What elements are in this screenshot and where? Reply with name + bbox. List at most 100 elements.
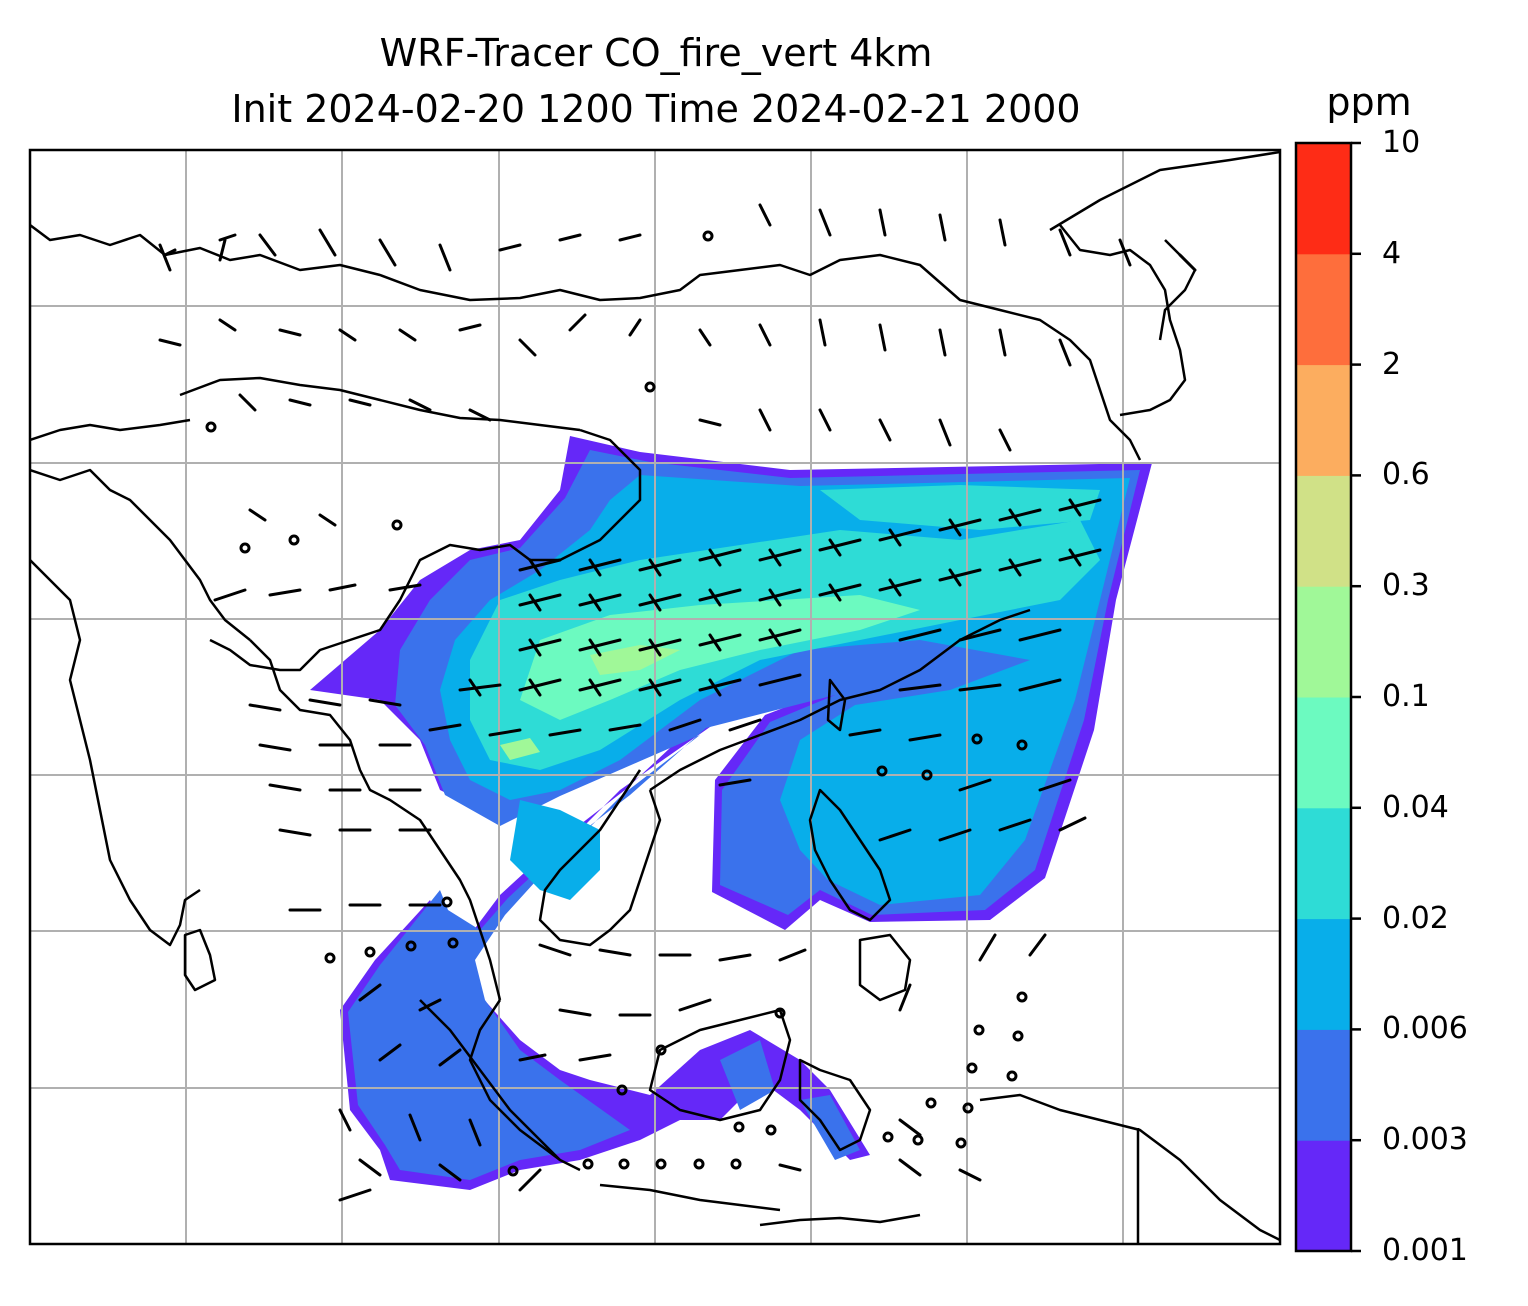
wind-barb	[698, 328, 712, 347]
wind-barb	[1058, 338, 1072, 367]
map-title-line2: Init 2024-02-20 1200 Time 2024-02-21 200…	[231, 87, 1081, 131]
calm-wind	[405, 940, 417, 952]
wind-barb	[558, 233, 582, 242]
colorbar-segment	[1296, 807, 1351, 920]
wind-barb	[938, 518, 982, 537]
wind-barb	[898, 683, 942, 692]
calm-wind	[655, 1044, 667, 1056]
map-frame	[28, 148, 1282, 1246]
wind-barb	[318, 228, 337, 257]
colorbar-tick-label: 0.02	[1382, 900, 1449, 936]
coast-philippines-south	[858, 933, 912, 1002]
wind-barb	[368, 698, 402, 707]
wind-barb	[998, 818, 1032, 832]
colorbar-segment	[1296, 918, 1351, 1030]
wind-barb	[758, 203, 772, 227]
calm-wind	[702, 230, 714, 242]
wind-barb	[638, 678, 682, 697]
calm-wind	[973, 1024, 985, 1036]
wind-barb	[878, 418, 892, 442]
wind-barb	[338, 1188, 372, 1202]
plume-sulawesi-spot	[800, 1095, 860, 1160]
wind-barb	[308, 698, 342, 707]
coast-china-russia	[30, 224, 1142, 461]
coast-philippines	[808, 788, 892, 922]
wind-barb	[318, 513, 337, 527]
coast-india-peninsula	[30, 559, 201, 947]
wind-barb	[1118, 238, 1132, 267]
calm-wind	[391, 519, 403, 531]
calm-wind	[447, 937, 459, 949]
calm-wind	[507, 1165, 519, 1177]
wind-barb	[678, 998, 712, 1012]
calm-wind	[364, 946, 376, 958]
wind-barb	[1018, 678, 1062, 692]
coastlines	[30, 150, 1280, 1244]
wind-barb	[1018, 628, 1062, 642]
wind-barb	[718, 778, 752, 787]
wind-barb	[378, 238, 397, 267]
wind-barb	[998, 558, 1042, 577]
wind-barb	[998, 328, 1007, 357]
wind-barb	[638, 638, 682, 657]
wind-barb	[698, 418, 722, 427]
wind-barb	[958, 1168, 982, 1182]
wind-barb	[258, 233, 277, 257]
wind-barb	[258, 743, 292, 752]
wind-barb	[158, 338, 182, 347]
wind-barb	[898, 983, 912, 1012]
wind-barb	[218, 233, 237, 262]
wind-barb	[778, 1163, 802, 1172]
calm-wind	[1006, 1070, 1018, 1082]
wind-barb	[908, 733, 942, 742]
wind-barb	[398, 328, 417, 342]
wind-barb	[538, 943, 572, 957]
calm-wind	[966, 1062, 978, 1074]
plume-peak-region-2	[500, 738, 540, 760]
calm-wind	[616, 1084, 628, 1096]
wind-barb	[878, 578, 922, 597]
graticule	[30, 150, 1280, 1244]
wind-barb	[958, 683, 1002, 692]
wind-barb	[458, 323, 482, 332]
wind-barb	[958, 628, 1002, 642]
colorbar-tick-label: 0.1	[1382, 679, 1430, 714]
wind-barb	[998, 428, 1012, 452]
wind-barb	[388, 583, 422, 592]
wind-barb	[938, 568, 982, 587]
wind-barb	[818, 408, 832, 432]
calm-wind	[1012, 1030, 1024, 1042]
calm-wind	[644, 381, 656, 393]
coast-bay-bengal	[249, 639, 502, 1001]
wind-barb	[878, 323, 887, 352]
calm-wind	[205, 421, 217, 433]
wind-barb	[568, 313, 587, 332]
colorbar-tick-label: 4	[1382, 235, 1402, 271]
wind-barb	[818, 538, 862, 557]
plume-high-band	[820, 485, 1100, 530]
wind-barb	[618, 233, 642, 242]
calm-wind	[324, 952, 336, 964]
wind-barb	[698, 678, 742, 697]
wind-barb	[408, 1113, 422, 1142]
coast-newguinea	[979, 1093, 1280, 1242]
wind-barb	[998, 218, 1007, 247]
coast-mongolia	[179, 376, 581, 432]
wind-barb	[1178, 253, 1197, 272]
wind-barb	[1058, 498, 1102, 517]
wind-barb	[698, 588, 742, 607]
wind-barb	[878, 208, 887, 237]
colorbar-tick-label: 0.04	[1382, 789, 1449, 825]
wind-barb	[728, 718, 762, 732]
wind-barb	[348, 398, 372, 407]
colorbar-tick-label: 0.3	[1382, 568, 1430, 604]
wind-barb	[628, 318, 642, 337]
wind-barb	[438, 243, 452, 272]
colorbar-tick-label: 0.006	[1382, 1011, 1468, 1047]
co-plume	[310, 436, 1152, 1190]
wind-barb	[898, 1118, 922, 1137]
calm-wind	[288, 534, 300, 546]
wind-barb	[238, 393, 257, 412]
colorbar-ticks	[1351, 141, 1361, 1253]
calm-wind	[765, 1124, 777, 1136]
